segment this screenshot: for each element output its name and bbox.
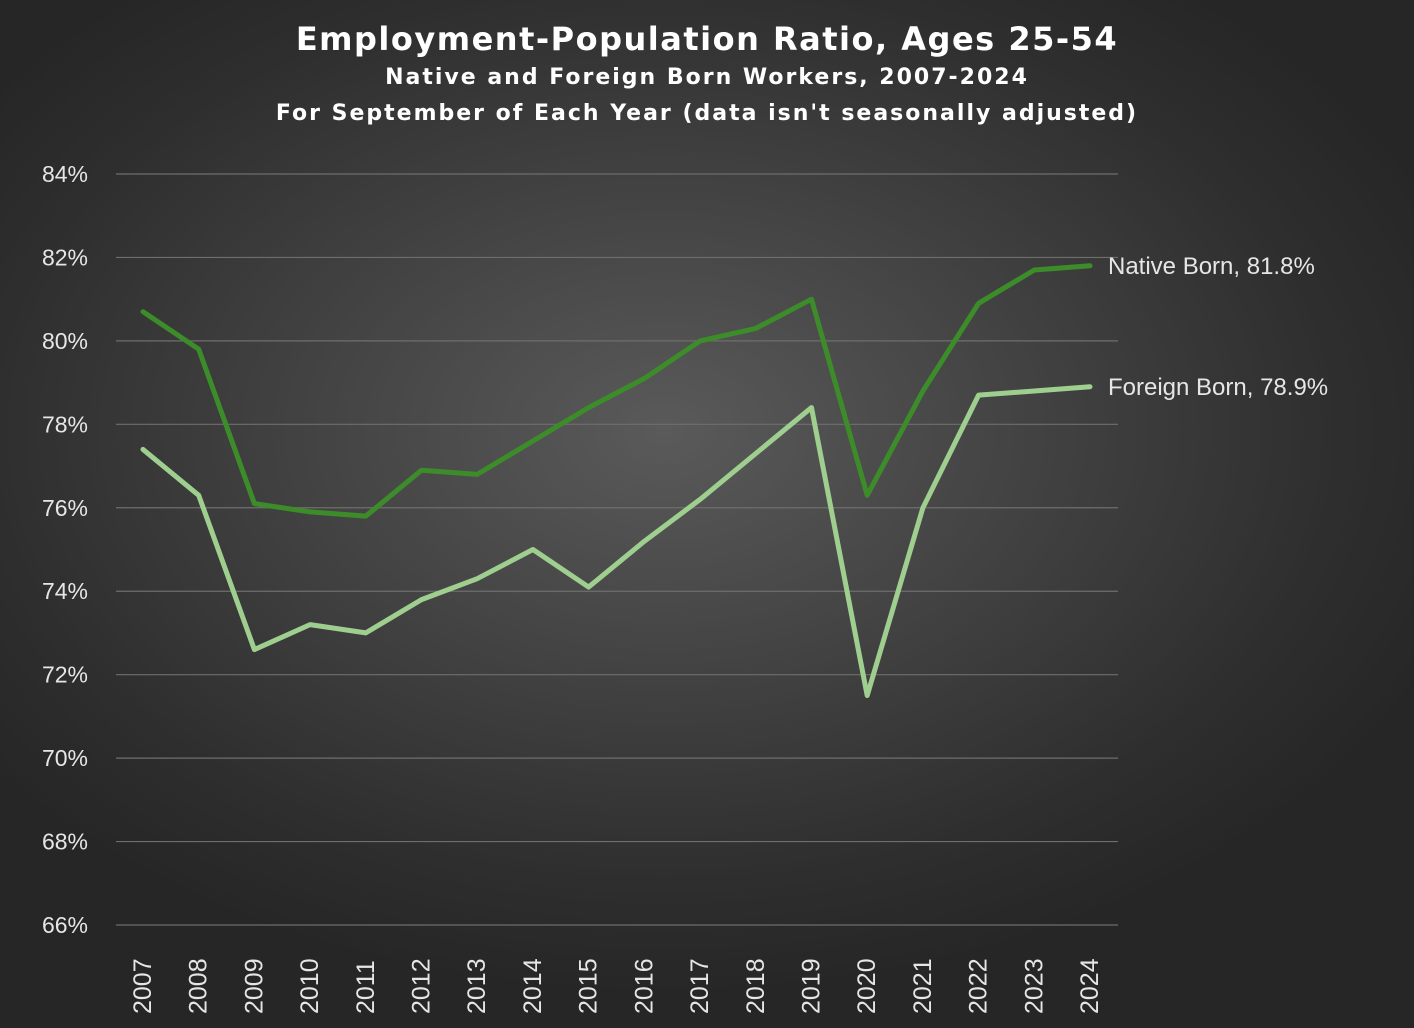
series-end-labels: Native Born, 81.8% Foreign Born, 78.9%	[1108, 253, 1328, 401]
y-tick-label: 80%	[42, 328, 88, 354]
x-tick-label: 2013	[463, 958, 491, 1014]
y-tick-label: 76%	[42, 495, 88, 521]
x-tick-label: 2007	[129, 958, 157, 1014]
x-tick-label: 2015	[575, 958, 603, 1014]
x-tick-label: 2021	[909, 958, 937, 1014]
series-lines	[140, 263, 1093, 698]
y-tick-label: 72%	[42, 662, 88, 688]
chart-subtitle-1: Native and Foreign Born Workers, 2007-20…	[385, 65, 1029, 90]
y-axis-ticks: 66% 68% 70% 72% 74% 76% 78% 80% 82% 84%	[42, 161, 88, 938]
end-label-foreign-born: Foreign Born, 78.9%	[1108, 374, 1328, 401]
x-tick-label: 2023	[1020, 958, 1048, 1014]
y-tick-label: 68%	[42, 829, 88, 855]
y-tick-label: 70%	[42, 745, 88, 771]
title-block: Employment-Population Ratio, Ages 25-54 …	[0, 18, 1414, 132]
x-tick-label: 2016	[630, 958, 658, 1014]
x-tick-label: 2014	[519, 958, 547, 1014]
gridlines	[116, 173, 1118, 926]
series-line-foreign-born	[140, 384, 1093, 698]
y-tick-label: 78%	[42, 411, 88, 437]
x-tick-label: 2022	[965, 958, 993, 1014]
y-tick-label: 66%	[42, 912, 88, 938]
chart-title: Employment-Population Ratio, Ages 25-54	[295, 20, 1119, 58]
x-tick-label: 2020	[853, 958, 881, 1014]
y-tick-label: 74%	[42, 578, 88, 604]
x-tick-label: 2010	[296, 958, 324, 1014]
x-tick-label: 2024	[1076, 958, 1104, 1014]
x-tick-label: 2008	[185, 958, 213, 1014]
end-label-native-born: Native Born, 81.8%	[1108, 253, 1315, 280]
x-tick-label: 2011	[352, 960, 380, 1014]
y-tick-label: 84%	[42, 161, 88, 187]
y-tick-label: 82%	[42, 244, 88, 270]
x-axis-ticks: 2007 2008 2009 2010 2011 2012 2013 2014 2015 2016…	[129, 958, 1104, 1014]
x-tick-label: 2017	[686, 958, 714, 1014]
x-tick-label: 2018	[742, 958, 770, 1014]
chart-subtitle-2: For September of Each Year (data isn't s…	[275, 101, 1139, 126]
series-line-native-born	[140, 263, 1093, 519]
x-tick-label: 2012	[408, 958, 436, 1014]
x-tick-label: 2019	[797, 958, 825, 1014]
x-tick-label: 2009	[240, 958, 268, 1014]
